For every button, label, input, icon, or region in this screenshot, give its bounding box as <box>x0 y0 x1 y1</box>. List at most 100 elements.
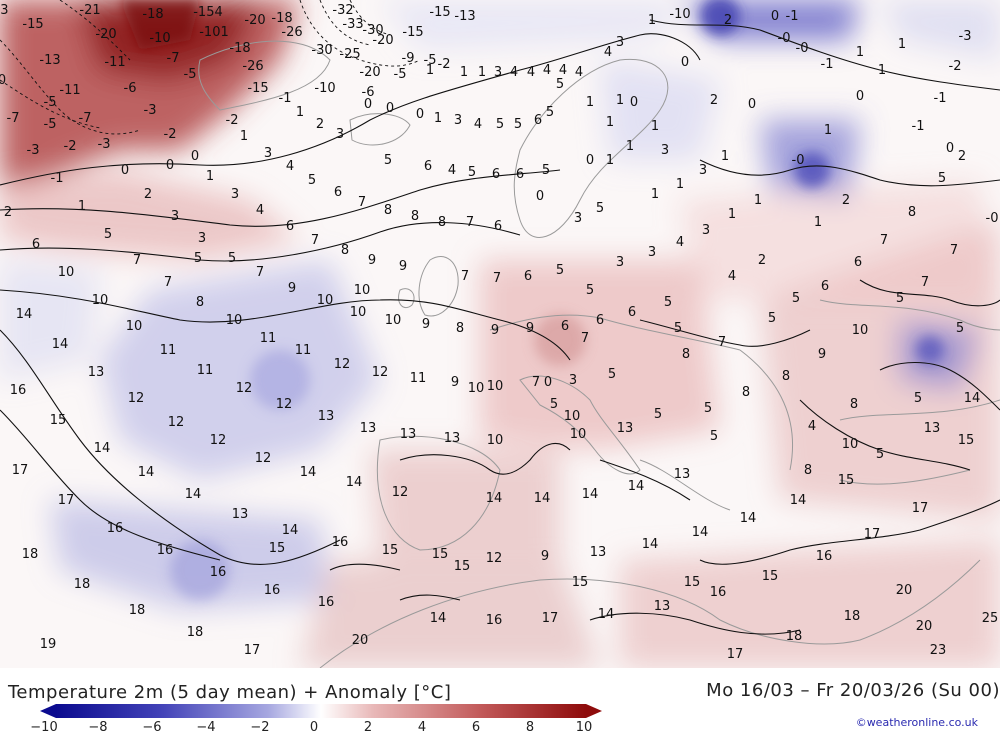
temperature-label: -2 <box>949 59 962 74</box>
temperature-label: 17 <box>58 493 75 508</box>
temperature-label: 20 <box>352 633 369 648</box>
temperature-label: 18 <box>129 603 146 618</box>
temperature-label: 9 <box>491 323 499 338</box>
isotherm-labels: -21 -18 -154-20 -18-15-20 -10 -101 -26-32-33-3… <box>0 3 998 662</box>
temperature-label: 14 <box>534 491 551 506</box>
temperature-label: 13 <box>318 409 335 424</box>
temperature-label: 15 <box>432 547 449 562</box>
temperature-label: 1 <box>606 115 614 130</box>
temperature-label: 4 <box>474 117 482 132</box>
temperature-label: 1 <box>856 45 864 60</box>
temperature-label: 4 <box>286 159 294 174</box>
temperature-label: 2 <box>316 117 324 132</box>
temperature-label: 10 <box>487 379 504 394</box>
legend-tick-label: −8 <box>88 720 107 734</box>
temperature-label: 5 <box>104 227 112 242</box>
temperature-label: 0 <box>386 101 394 116</box>
legend-tick-label: 2 <box>364 720 372 734</box>
temperature-label: -13 <box>454 9 475 24</box>
temperature-label: 0 <box>586 153 594 168</box>
temperature-label: 20 <box>896 583 913 598</box>
temperature-label: 8 <box>804 463 812 478</box>
temperature-label: 14 <box>430 611 447 626</box>
temperature-label: -3 <box>98 137 111 152</box>
temperature-label: 12 <box>236 381 253 396</box>
temperature-label: 18 <box>22 547 39 562</box>
temperature-label: 15 <box>762 569 779 584</box>
temperature-label: -7 <box>79 111 92 126</box>
temperature-label: -154 <box>193 5 223 20</box>
temperature-label: 6 <box>561 319 569 334</box>
temperature-label: 0 <box>364 97 372 112</box>
temperature-label: -7 <box>167 51 180 66</box>
temperature-label: 2 <box>710 93 718 108</box>
map-title: Temperature 2m (5 day mean) + Anomaly [°… <box>8 682 452 703</box>
temperature-label: 4 <box>559 63 567 78</box>
legend-tick-label: 10 <box>576 720 593 734</box>
temperature-label: 3 <box>494 65 502 80</box>
legend-bar <box>56 704 586 718</box>
temperature-label: 14 <box>138 465 155 480</box>
temperature-label: -1 <box>786 9 799 24</box>
temperature-label: 5 <box>228 251 236 266</box>
temperature-label: 18 <box>786 629 803 644</box>
temperature-label: 14 <box>282 523 299 538</box>
temperature-label: 3 <box>616 255 624 270</box>
temperature-label: 1 <box>754 193 762 208</box>
temperature-label: 13 <box>654 599 671 614</box>
temperature-label: 8 <box>850 397 858 412</box>
temperature-label: 12 <box>168 415 185 430</box>
temperature-label: -0 <box>778 31 791 46</box>
temperature-label: 16 <box>486 613 503 628</box>
temperature-label: 8 <box>682 347 690 362</box>
temperature-label: 10 <box>317 293 334 308</box>
temperature-label: 18 <box>74 577 91 592</box>
temperature-label: 6 <box>516 167 524 182</box>
legend-tick-label: 6 <box>472 720 480 734</box>
temperature-label: -0 <box>792 153 805 168</box>
temperature-label: 14 <box>692 525 709 540</box>
temperature-label: 3 <box>336 127 344 142</box>
temperature-label: -10 <box>149 31 170 46</box>
credit-link[interactable]: ©weatheronline.co.uk <box>855 716 978 729</box>
temperature-label: 0 <box>166 158 174 173</box>
temperature-label: 17 <box>542 611 559 626</box>
temperature-label: -26 <box>242 59 263 74</box>
temperature-label: 6 <box>286 219 294 234</box>
temperature-label: 12 <box>276 397 293 412</box>
temperature-label: 2 <box>758 253 766 268</box>
temperature-label: 9 <box>399 259 407 274</box>
temperature-label: 10 <box>468 381 485 396</box>
temperature-label: 5 <box>586 283 594 298</box>
temperature-label: 0 <box>121 163 129 178</box>
temperature-label: 5 <box>654 407 662 422</box>
temperature-label: 4 <box>604 45 612 60</box>
temperature-label: 12 <box>128 391 145 406</box>
temperature-label: 1 <box>676 177 684 192</box>
temperature-label: 3 <box>699 163 707 178</box>
temperature-label: 16 <box>710 585 727 600</box>
temperature-label: 5 <box>938 171 946 186</box>
temperature-label: 17 <box>912 501 929 516</box>
temperature-label: 15 <box>269 541 286 556</box>
temperature-label: 13 <box>88 365 105 380</box>
temperature-label: -15 <box>247 81 268 96</box>
temperature-label: 5 <box>674 321 682 336</box>
temperature-label: 6 <box>596 313 604 328</box>
temperature-label: -11 <box>104 55 125 70</box>
temperature-label: 5 <box>664 295 672 310</box>
temperature-label: 8 <box>742 385 750 400</box>
temperature-label: 5 <box>914 391 922 406</box>
temperature-label: 6 <box>534 113 542 128</box>
temperature-label: 13 <box>674 467 691 482</box>
temperature-label: 17 <box>727 647 744 662</box>
temperature-label: 10 <box>126 319 143 334</box>
temperature-label: 13 <box>444 431 461 446</box>
temperature-label: 6 <box>424 159 432 174</box>
temperature-label: -15 <box>22 17 43 32</box>
temperature-label: 14 <box>642 537 659 552</box>
temperature-label: 7 <box>133 253 141 268</box>
temperature-label: 1 <box>206 169 214 184</box>
temperature-label: -1 <box>821 57 834 72</box>
temperature-label: 13 <box>232 507 249 522</box>
